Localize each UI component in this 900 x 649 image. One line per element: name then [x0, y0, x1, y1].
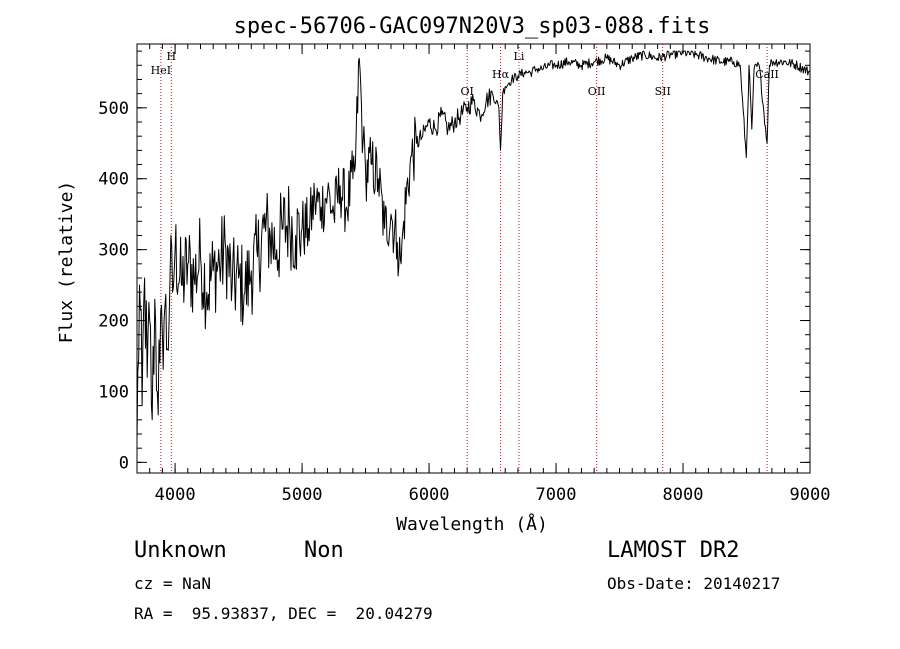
y-tick-label: 0: [119, 453, 129, 473]
y-tick-label: 100: [98, 382, 129, 402]
marker-label: SII: [655, 85, 671, 98]
survey-name: LAMOST DR2: [607, 538, 740, 563]
x-axis-label: Wavelength (Å): [396, 513, 548, 535]
axis-ticks: [136, 44, 811, 473]
y-tick-label: 200: [98, 312, 129, 332]
y-tick-label: 300: [98, 241, 129, 261]
x-tick-label: 4000: [155, 485, 196, 505]
obs-date: Obs-Date: 20140217: [607, 574, 781, 593]
y-axis-label: Flux (relative): [56, 181, 77, 344]
x-tick-label: 6000: [409, 485, 450, 505]
redshift-text: cz = NaN: [134, 574, 212, 593]
marker-label: Li: [514, 50, 525, 63]
object-subclass: Non: [304, 538, 344, 563]
marker-label: OII: [588, 85, 606, 98]
x-tick-label: 9000: [790, 485, 831, 505]
marker-label: H: [166, 50, 176, 63]
x-tick-label: 7000: [536, 485, 577, 505]
marker-label: Hα: [492, 68, 510, 81]
chart-title: spec-56706-GAC097N20V3_sp03-088.fits: [234, 14, 711, 39]
x-tick-label: 5000: [282, 485, 323, 505]
coordinates: RA = 95.93837, DEC = 20.04279: [134, 604, 433, 623]
marker-label: CaII: [755, 68, 779, 81]
y-tick-label: 400: [98, 170, 129, 190]
marker-label: HeI: [151, 64, 171, 77]
object-class: Unknown: [134, 538, 227, 563]
tick-labels: 4000 5000 6000 7000 8000 9000 0 100 200 300 400 500: [98, 99, 830, 505]
spectrum-line: [136, 50, 811, 442]
plot-frame: [136, 43, 811, 474]
marker-label: OI: [460, 85, 473, 98]
x-tick-label: 8000: [663, 485, 704, 505]
series-group: [136, 50, 811, 442]
y-tick-label: 500: [98, 99, 129, 119]
